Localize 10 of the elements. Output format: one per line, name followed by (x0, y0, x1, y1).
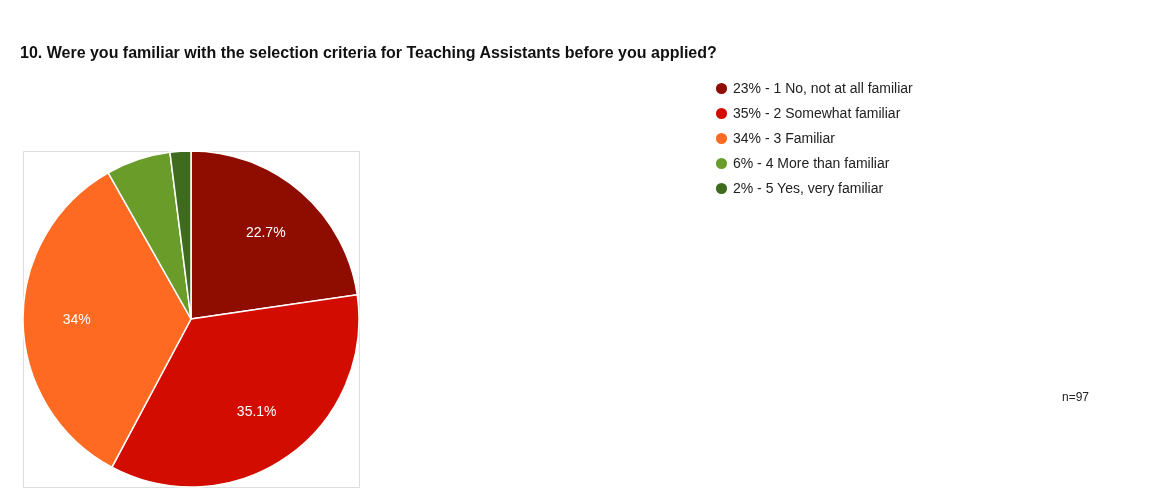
data-label: 34% (62, 311, 91, 328)
legend-label: 6% - 4 More than familiar (733, 154, 890, 171)
legend-label: 23% - 1 No, not at all familiar (733, 79, 914, 96)
data-label: 22.7% (245, 223, 286, 240)
legend-label: 34% - 3 Familiar (733, 129, 836, 146)
data-label: 35.1% (236, 403, 277, 420)
legend-label: 35% - 2 Somewhat familiar (733, 104, 901, 121)
legend-label: 2% - 5 Yes, very familiar (733, 179, 884, 196)
text: n=97 (1061, 390, 1090, 404)
chart-title: 10. Were you familiar with the selection criteria for Teaching Assistants before you applied? (20, 44, 717, 61)
